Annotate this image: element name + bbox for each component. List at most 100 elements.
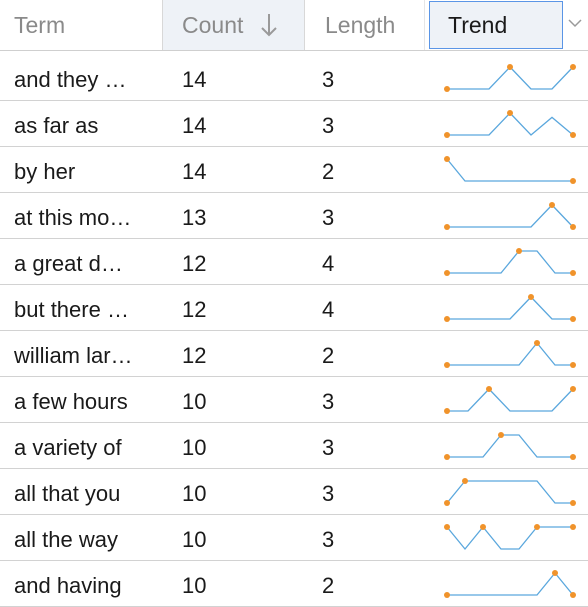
arrow-down-icon	[261, 14, 277, 37]
table-row[interactable]: all that you 10 3	[0, 469, 588, 515]
trend-point	[528, 294, 534, 300]
trend-line	[447, 388, 574, 412]
trend-point	[444, 408, 450, 414]
trend-point	[570, 132, 576, 138]
column-header-term[interactable]: Term	[0, 0, 163, 50]
trend-point	[444, 454, 450, 460]
cell-term: by her	[14, 159, 76, 184]
cell-count: 14	[182, 113, 207, 138]
trend-point	[480, 524, 486, 530]
cell-length: 3	[322, 113, 335, 138]
cell-length: 2	[322, 343, 335, 368]
cell-length: 3	[322, 389, 335, 414]
cell-length: 3	[322, 205, 335, 230]
cell-term: but there …	[14, 297, 129, 322]
trend-point	[570, 454, 576, 460]
cell-count: 10	[182, 389, 207, 414]
table-header: Term Count Length Trend	[0, 0, 588, 51]
trend-line	[447, 571, 574, 596]
trend-sparkline	[444, 386, 576, 414]
cell-count: 10	[182, 435, 207, 460]
cell-count: 14	[182, 67, 207, 92]
trend-point	[444, 592, 450, 598]
trend-line	[447, 250, 573, 274]
trend-point	[549, 202, 555, 208]
table-row[interactable]: at this mo… 13 3	[0, 193, 588, 239]
trend-line	[447, 296, 573, 320]
trend-point	[444, 156, 450, 162]
column-header-length-label: Length	[325, 12, 396, 38]
table-row[interactable]: by her 14 2	[0, 147, 588, 193]
trend-line	[447, 204, 574, 228]
trend-point	[570, 270, 576, 276]
trend-point	[570, 178, 576, 184]
cell-count: 10	[182, 527, 207, 552]
trend-line	[446, 525, 573, 551]
table-row[interactable]: and they … 14 3	[0, 55, 588, 101]
column-header-trend[interactable]: Trend	[429, 1, 563, 49]
trend-line	[447, 66, 574, 90]
cell-count: 10	[182, 481, 207, 506]
trend-point	[570, 500, 576, 506]
column-header-term-label: Term	[14, 12, 66, 38]
table-row[interactable]: a variety of 10 3	[0, 423, 588, 469]
table-row[interactable]: all the way 10 3	[0, 515, 588, 561]
trend-sparkline	[444, 340, 576, 368]
chevron-down-icon[interactable]	[568, 18, 582, 28]
trend-point	[507, 64, 513, 70]
column-header-count[interactable]: Count	[163, 0, 305, 50]
trend-point	[570, 224, 576, 230]
table-row[interactable]: but there … 12 4	[0, 285, 588, 331]
trend-point	[444, 362, 450, 368]
cell-length: 3	[322, 481, 335, 506]
cell-term: all the way	[14, 527, 118, 552]
trend-sparkline	[444, 570, 576, 598]
cell-term: a few hours	[14, 389, 128, 414]
cell-count: 12	[182, 297, 207, 322]
cell-term: william lar…	[14, 343, 133, 368]
trend-point	[444, 132, 450, 138]
trend-sparkline	[444, 248, 576, 276]
trend-sparkline	[444, 202, 576, 230]
cell-length: 4	[322, 297, 335, 322]
trend-point	[570, 592, 576, 598]
cell-term: as far as	[14, 113, 99, 138]
trend-point	[570, 316, 576, 322]
trend-point	[462, 478, 468, 484]
trend-point	[444, 270, 450, 276]
trend-sparkline	[444, 478, 576, 506]
cell-term: a variety of	[14, 435, 122, 460]
column-header-count-label: Count	[182, 12, 244, 38]
trend-line	[446, 158, 573, 182]
column-header-trend-label: Trend	[448, 12, 508, 38]
trend-point	[570, 64, 576, 70]
trend-point	[444, 224, 450, 230]
table-row[interactable]: and having 10 2	[0, 561, 588, 607]
table-row[interactable]: william lar… 12 2	[0, 331, 588, 377]
cell-length: 2	[322, 573, 335, 598]
table-row[interactable]: a great d… 12 4	[0, 239, 588, 285]
cell-length: 3	[322, 67, 335, 92]
trend-point	[486, 386, 492, 392]
cell-term: and having	[14, 573, 122, 598]
trend-sparkline	[444, 110, 576, 138]
cell-term: a great d…	[14, 251, 123, 276]
cell-length: 4	[322, 251, 335, 276]
column-header-length[interactable]: Length	[305, 0, 425, 50]
trend-line	[447, 341, 573, 366]
cell-count: 12	[182, 343, 207, 368]
trend-point	[507, 110, 513, 116]
cell-count: 12	[182, 251, 207, 276]
cell-term: at this mo…	[14, 205, 132, 230]
cell-count: 10	[182, 573, 207, 598]
trend-sparkline	[444, 432, 576, 460]
trend-point	[498, 432, 504, 438]
trend-point	[516, 248, 522, 254]
trend-sparkline	[444, 524, 576, 551]
table-row[interactable]: a few hours 10 3	[0, 377, 588, 423]
trend-point	[570, 524, 576, 530]
cell-length: 3	[322, 527, 335, 552]
cell-term: and they …	[14, 67, 127, 92]
table-row[interactable]: as far as 14 3	[0, 101, 588, 147]
